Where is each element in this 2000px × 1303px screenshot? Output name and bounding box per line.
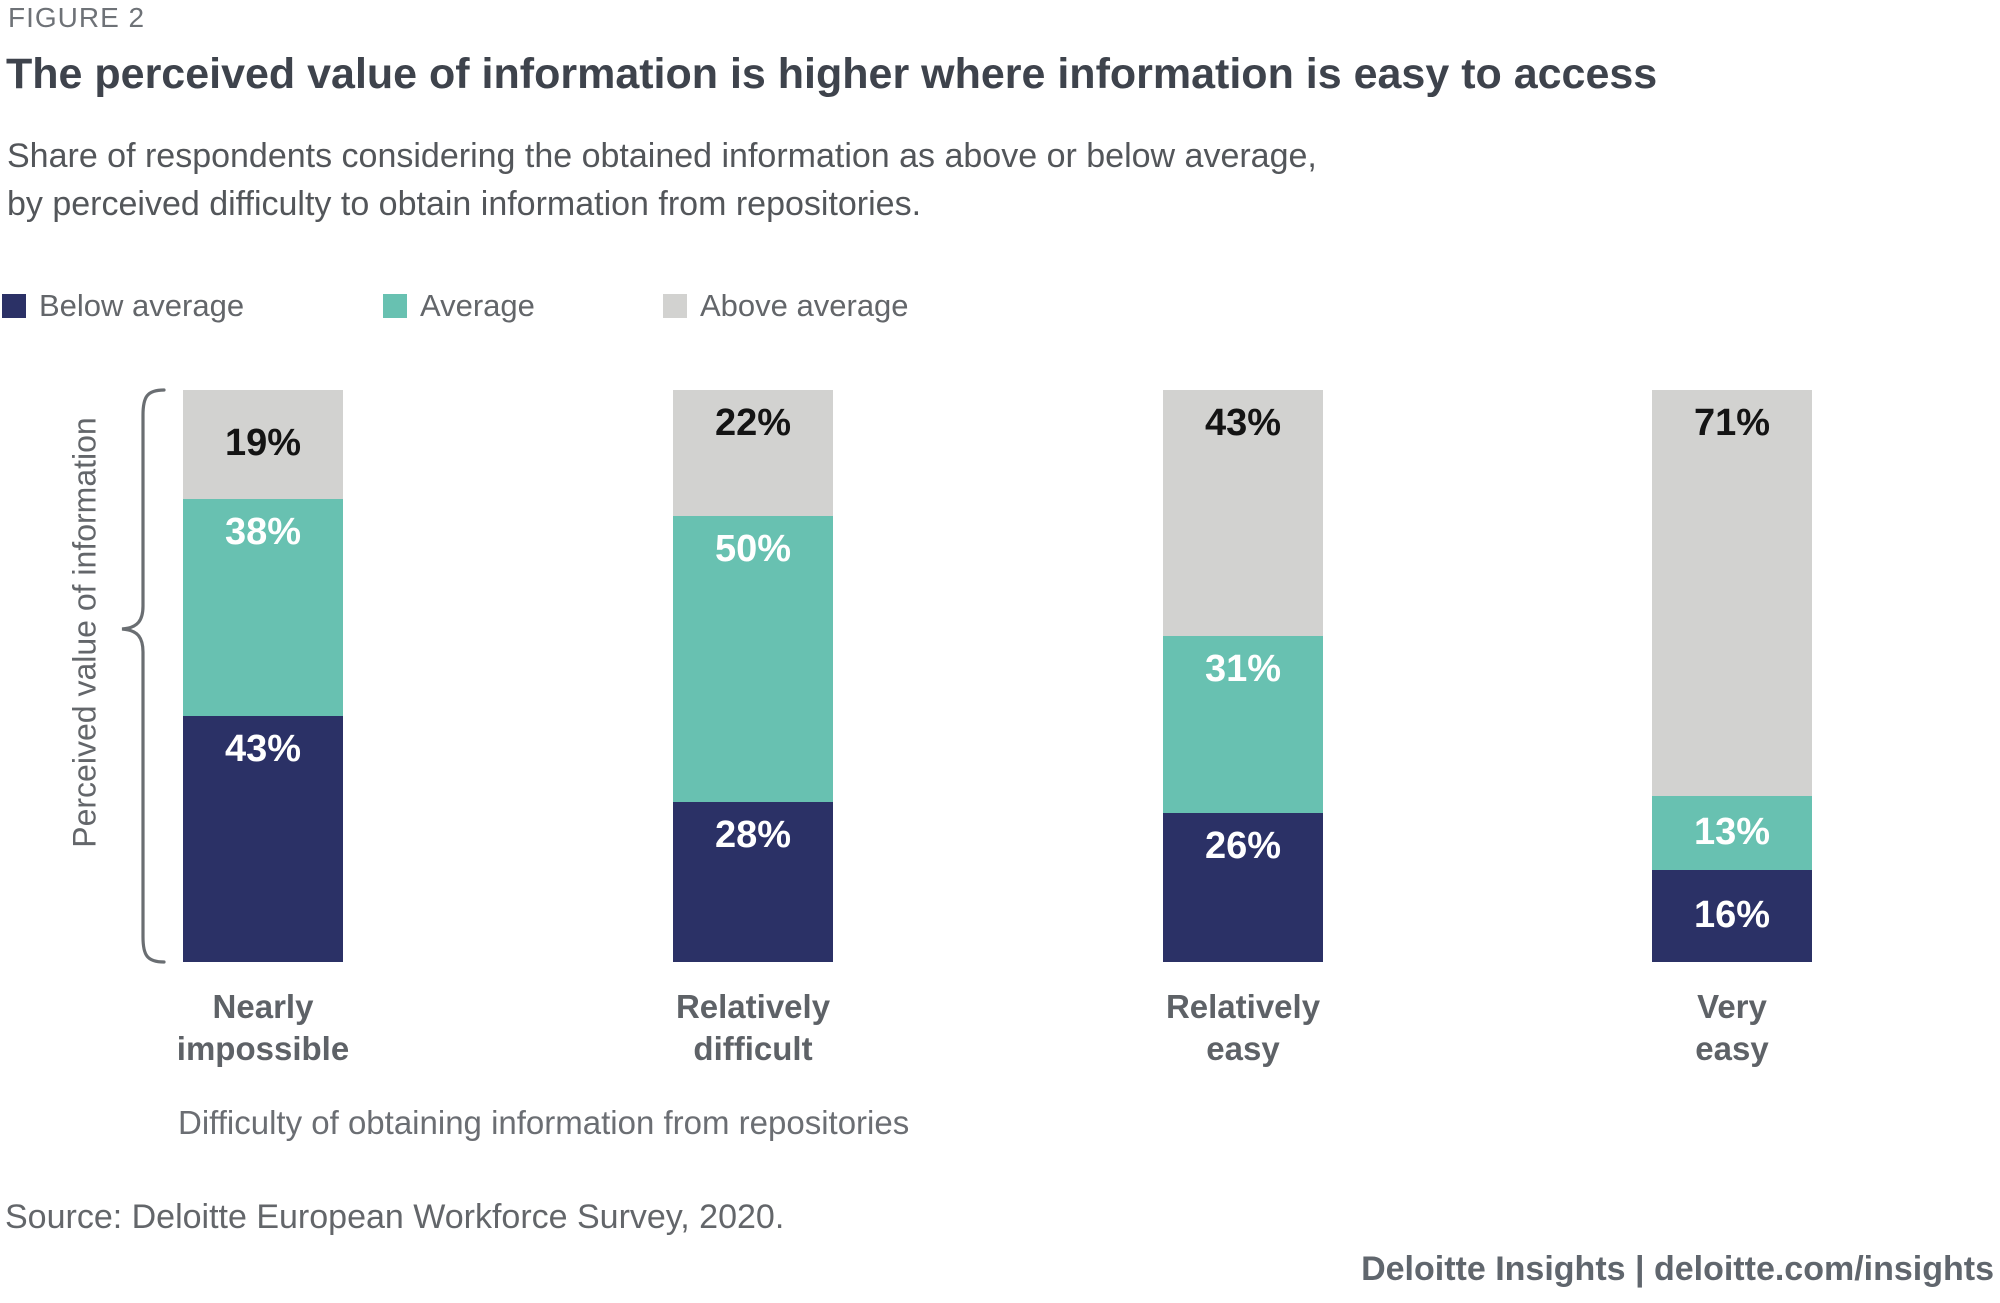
bar-segment-above-average: 19% [183, 390, 343, 499]
legend-item-average: Average [383, 288, 535, 324]
legend-swatch-average-icon [383, 294, 407, 318]
x-axis-category-label-relatively-easy: Relatively easy [1165, 988, 1321, 1068]
footer-attribution: Deloitte Insights | deloitte.com/insight… [1361, 1250, 1994, 1288]
chart-title: The perceived value of information is hi… [6, 50, 1658, 98]
bar-segment-above-average: 43% [1163, 390, 1323, 636]
bar-segment-value-label: 71% [1693, 402, 1771, 444]
bar-segment-above-average: 22% [673, 390, 833, 516]
bar-segment-value-label: 22% [714, 402, 792, 444]
bar-segment-below-average: 16% [1652, 870, 1812, 962]
figure-label: FIGURE 2 [8, 2, 146, 33]
bar-segment-value-label: 19% [224, 422, 302, 465]
legend-swatch-above-average-icon [663, 294, 687, 318]
bar-segment-value-label: 13% [1693, 811, 1771, 854]
bar-segment-average: 38% [183, 498, 343, 717]
bar-segment-below-average: 43% [183, 716, 343, 962]
bar-segment-value-label: 38% [224, 510, 302, 553]
x-axis-label: Difficulty of obtaining information from… [178, 1104, 910, 1141]
bar-segment-average: 13% [1652, 796, 1812, 871]
y-axis-brace-icon [121, 388, 166, 964]
bar-segment-average: 31% [1163, 635, 1323, 814]
legend-item-above-average: Above average [663, 288, 909, 324]
legend-swatch-below-average-icon [2, 294, 26, 318]
bar-segment-value-label: 50% [714, 527, 792, 570]
bar-segment-value-label: 28% [714, 813, 792, 856]
legend-label-above-average: Above average [700, 288, 909, 323]
x-axis-category-label-nearly-impossible: Nearly impossible [176, 988, 350, 1068]
bar-segment-value-label: 31% [1204, 647, 1282, 690]
x-axis-category-label-very-easy: Very easy [1695, 988, 1769, 1068]
bar-segment-value-label: 43% [224, 728, 302, 771]
bar-segment-value-label: 16% [1693, 894, 1771, 937]
bar-relatively-easy: 43% 31% 26% [1163, 390, 1323, 962]
bar-relatively-difficult: 22% 50% 28% [673, 390, 833, 962]
chart-subtitle: Share of respondents considering the obt… [7, 137, 1317, 224]
legend: Below average Average Above average [0, 288, 2000, 324]
legend-item-below-average: Below average [2, 288, 244, 324]
bar-segment-average: 50% [673, 515, 833, 802]
bar-segment-value-label: 26% [1204, 825, 1282, 868]
legend-label-average: Average [420, 288, 535, 323]
bar-segment-above-average: 71% [1652, 390, 1812, 797]
bar-segment-below-average: 26% [1163, 813, 1323, 962]
source-note: Source: Deloitte European Workforce Surv… [5, 1198, 785, 1236]
y-axis-label: Perceived value of information [66, 417, 103, 848]
bar-nearly-impossible: 19% 38% 43% [183, 390, 343, 962]
x-axis-category-label-relatively-difficult: Relatively difficult [675, 988, 831, 1068]
bar-segment-below-average: 28% [673, 801, 833, 962]
bar-very-easy: 71% 13% 16% [1652, 390, 1812, 962]
bar-segment-value-label: 43% [1204, 402, 1282, 444]
legend-label-below-average: Below average [39, 288, 245, 323]
